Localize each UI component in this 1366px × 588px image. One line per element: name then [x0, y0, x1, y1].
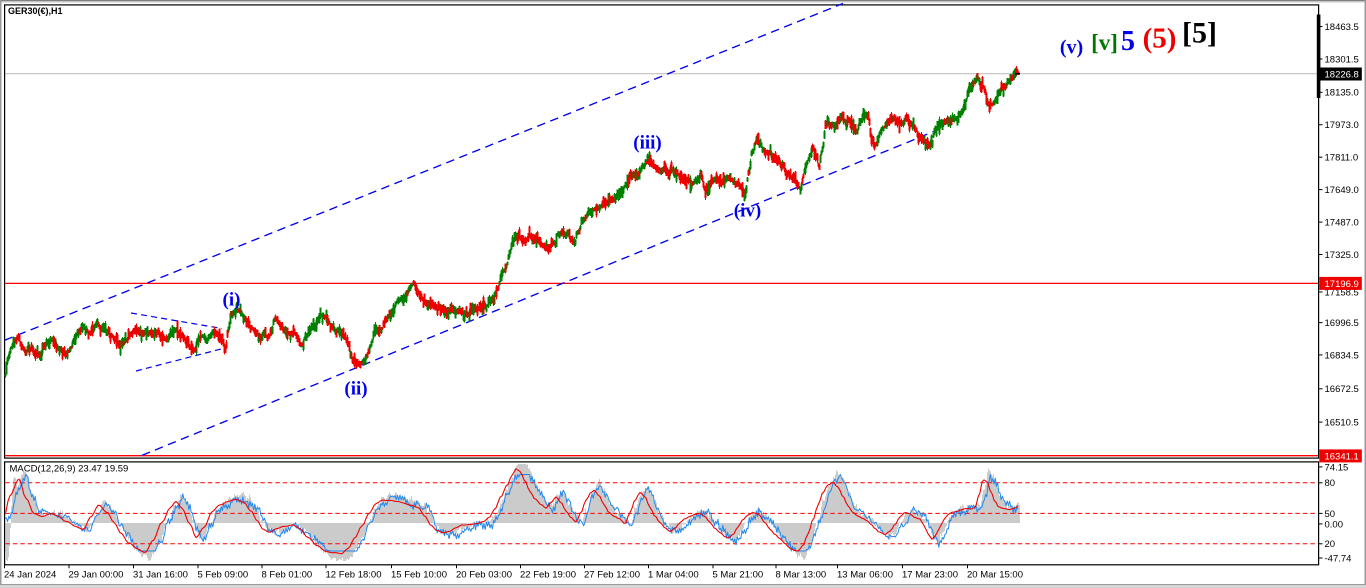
- svg-text:16341.1: 16341.1: [1325, 451, 1359, 462]
- svg-text:18135.0: 18135.0: [1325, 88, 1359, 99]
- svg-text:5 Feb 09:00: 5 Feb 09:00: [198, 570, 249, 581]
- svg-text:20 Mar 15:00: 20 Mar 15:00: [967, 570, 1023, 581]
- svg-text:(iv): (iv): [734, 201, 761, 222]
- svg-text:16510.5: 16510.5: [1325, 418, 1359, 429]
- svg-text:16834.5: 16834.5: [1325, 350, 1359, 361]
- svg-text:(i): (i): [223, 290, 241, 311]
- svg-text:12 Feb 18:00: 12 Feb 18:00: [326, 570, 382, 581]
- svg-text:GER30(€),H1: GER30(€),H1: [8, 6, 63, 16]
- svg-text:[v]: [v]: [1091, 30, 1118, 55]
- svg-text:[5]: [5]: [1182, 17, 1217, 50]
- svg-text:5: 5: [1121, 26, 1135, 57]
- svg-text:17 Mar 23:00: 17 Mar 23:00: [902, 570, 958, 581]
- svg-text:31 Jan 16:00: 31 Jan 16:00: [133, 570, 188, 581]
- svg-text:16996.5: 16996.5: [1325, 318, 1359, 329]
- svg-text:5 Mar 21:00: 5 Mar 21:00: [713, 570, 764, 581]
- svg-text:18226.8: 18226.8: [1325, 69, 1359, 80]
- svg-text:(ii): (ii): [344, 379, 367, 400]
- svg-text:17811.0: 17811.0: [1325, 153, 1359, 164]
- svg-text:80: 80: [1325, 478, 1336, 489]
- svg-text:1 Mar 04:00: 1 Mar 04:00: [648, 570, 699, 581]
- svg-text:22 Feb 19:00: 22 Feb 19:00: [520, 570, 576, 581]
- svg-text:17196.9: 17196.9: [1325, 279, 1359, 290]
- svg-text:18463.5: 18463.5: [1325, 22, 1359, 33]
- svg-text:-47.74: -47.74: [1325, 553, 1352, 564]
- svg-text:18301.5: 18301.5: [1325, 54, 1359, 65]
- svg-text:20: 20: [1325, 539, 1336, 550]
- svg-text:29 Jan 00:00: 29 Jan 00:00: [69, 570, 124, 581]
- svg-text:17325.0: 17325.0: [1325, 250, 1359, 261]
- svg-text:50: 50: [1325, 509, 1336, 520]
- svg-text:15 Feb 10:00: 15 Feb 10:00: [391, 570, 447, 581]
- svg-text:(5): (5): [1143, 23, 1177, 55]
- svg-text:20 Feb 03:00: 20 Feb 03:00: [456, 570, 512, 581]
- svg-text:17973.0: 17973.0: [1325, 120, 1359, 131]
- svg-text:17649.0: 17649.0: [1325, 185, 1359, 196]
- svg-text:17158.5: 17158.5: [1325, 287, 1359, 298]
- svg-text:13 Mar 06:00: 13 Mar 06:00: [837, 570, 893, 581]
- svg-text:(iii): (iii): [633, 133, 662, 154]
- svg-text:16672.5: 16672.5: [1325, 384, 1359, 395]
- svg-text:17487.0: 17487.0: [1325, 218, 1359, 229]
- svg-text:74.15: 74.15: [1325, 462, 1349, 473]
- svg-text:8 Mar 13:00: 8 Mar 13:00: [776, 570, 827, 581]
- svg-text:27 Feb 12:00: 27 Feb 12:00: [584, 570, 640, 581]
- svg-text:24 Jan 2024: 24 Jan 2024: [4, 570, 56, 581]
- svg-text:8 Feb 01:00: 8 Feb 01:00: [262, 570, 313, 581]
- svg-text:(v): (v): [1060, 37, 1083, 59]
- svg-text:0.00: 0.00: [1325, 519, 1344, 530]
- svg-text:MACD(12,26,9) 23.47 19.59: MACD(12,26,9) 23.47 19.59: [10, 463, 129, 474]
